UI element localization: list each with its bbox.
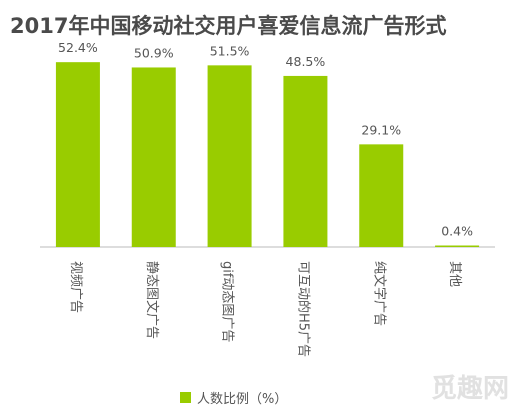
category-label-5: 其他 bbox=[447, 261, 462, 287]
bar-0 bbox=[55, 62, 100, 247]
value-label-1: 50.9% bbox=[134, 45, 174, 60]
value-label-3: 48.5% bbox=[286, 54, 326, 69]
category-label-3: 可互动的H5广告 bbox=[295, 261, 311, 357]
watermark-logo: 觅趣网 bbox=[430, 374, 509, 404]
legend: 人数比例（%） bbox=[180, 388, 287, 407]
bar-4 bbox=[359, 144, 404, 247]
bar-1 bbox=[131, 67, 176, 247]
category-label-0: 视频广告 bbox=[68, 261, 83, 313]
category-label-1: 静态图文广告 bbox=[144, 261, 159, 339]
bar-3 bbox=[283, 75, 328, 247]
value-label-0: 52.4% bbox=[58, 40, 98, 55]
value-label-5: 0.4% bbox=[441, 224, 473, 239]
legend-label: 人数比例（%） bbox=[197, 392, 288, 407]
category-label-2: gif动态图广告 bbox=[220, 261, 235, 342]
value-label-2: 51.5% bbox=[210, 43, 250, 58]
chart-title: 2017年中国移动社交用户喜爱信息流广告形式 bbox=[10, 14, 447, 38]
bar-5 bbox=[435, 245, 480, 247]
value-label-4: 29.1% bbox=[361, 122, 401, 137]
bar-2 bbox=[207, 65, 252, 247]
category-label-4: 纯文字广告 bbox=[371, 261, 386, 326]
legend-swatch bbox=[180, 392, 191, 403]
